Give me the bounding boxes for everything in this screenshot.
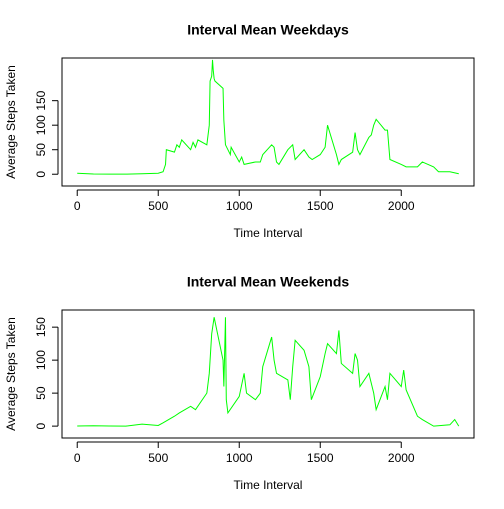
x-tick-label: 1500 [307,199,334,213]
x-tick-label: 2000 [388,199,415,213]
plot-box [61,309,475,439]
y-axis-label: Average Steps Taken [4,317,18,431]
x-tick-label: 0 [74,199,81,213]
x-axis-label: Time Interval [234,478,303,492]
x-tick-label: 0 [74,451,81,465]
x-axis-label: Time Interval [234,226,303,240]
x-tick-label: 2000 [388,451,415,465]
y-axis-label: Average Steps Taken [4,65,18,179]
y-tick-label: 150 [34,317,48,337]
x-tick-label: 1000 [226,199,253,213]
chart-title: Interval Mean Weekends [187,274,350,290]
plot-box [61,57,475,187]
y-tick-label: 100 [34,115,48,135]
x-tick-label: 500 [148,451,168,465]
y-tick-label: 0 [34,171,48,178]
x-tick-label: 1000 [226,451,253,465]
y-tick-label: 0 [34,422,48,429]
data-line [77,59,459,175]
x-tick-label: 500 [148,199,168,213]
y-tick-label: 50 [34,143,48,157]
y-tick-label: 150 [34,90,48,110]
x-tick-label: 1500 [307,451,334,465]
y-tick-label: 50 [34,386,48,400]
y-tick-label: 100 [34,350,48,370]
data-line [77,317,460,427]
chart-title: Interval Mean Weekdays [187,22,349,38]
